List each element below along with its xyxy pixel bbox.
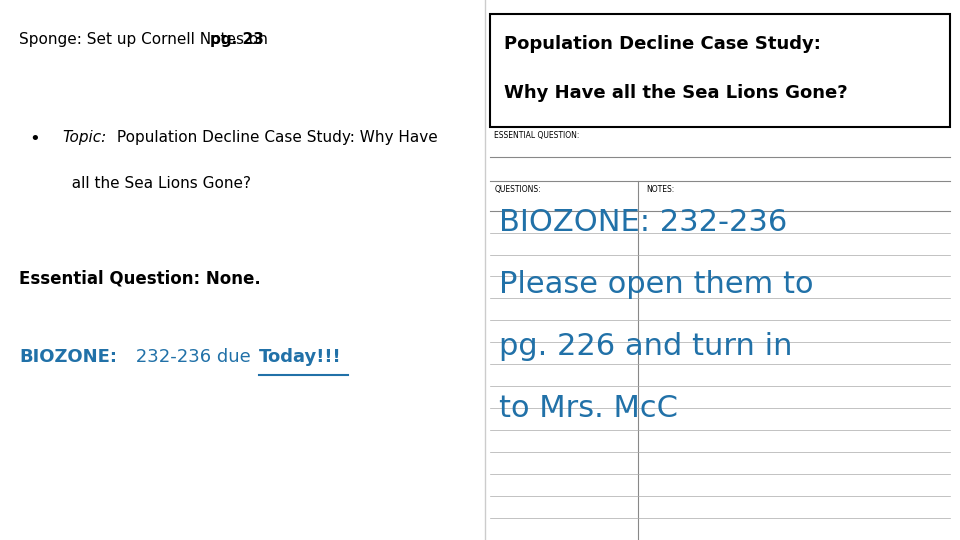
Text: Topic:: Topic: (62, 130, 107, 145)
Text: QUESTIONS:: QUESTIONS: (494, 185, 541, 194)
Text: BIOZONE:: BIOZONE: (19, 348, 117, 366)
Text: Please open them to: Please open them to (499, 270, 814, 299)
Text: pg. 226 and turn in: pg. 226 and turn in (499, 332, 793, 361)
FancyBboxPatch shape (490, 14, 950, 127)
Text: to Mrs. McC: to Mrs. McC (499, 394, 678, 423)
Text: Population Decline Case Study: Why Have: Population Decline Case Study: Why Have (112, 130, 438, 145)
Text: Population Decline Case Study:: Population Decline Case Study: (504, 35, 821, 53)
Text: BIOZONE: 232-236: BIOZONE: 232-236 (499, 208, 787, 237)
Text: Sponge: Set up Cornell Notes on: Sponge: Set up Cornell Notes on (19, 32, 273, 48)
Text: all the Sea Lions Gone?: all the Sea Lions Gone? (62, 176, 252, 191)
Text: Why Have all the Sea Lions Gone?: Why Have all the Sea Lions Gone? (504, 84, 848, 102)
Text: NOTES:: NOTES: (646, 185, 674, 194)
Text: pg. 23: pg. 23 (209, 32, 264, 48)
Text: Today!!!: Today!!! (259, 348, 342, 366)
Text: 232-236 due: 232-236 due (130, 348, 256, 366)
Text: Essential Question: None.: Essential Question: None. (19, 270, 261, 288)
Text: •: • (29, 130, 39, 147)
Text: ESSENTIAL QUESTION:: ESSENTIAL QUESTION: (494, 131, 580, 140)
